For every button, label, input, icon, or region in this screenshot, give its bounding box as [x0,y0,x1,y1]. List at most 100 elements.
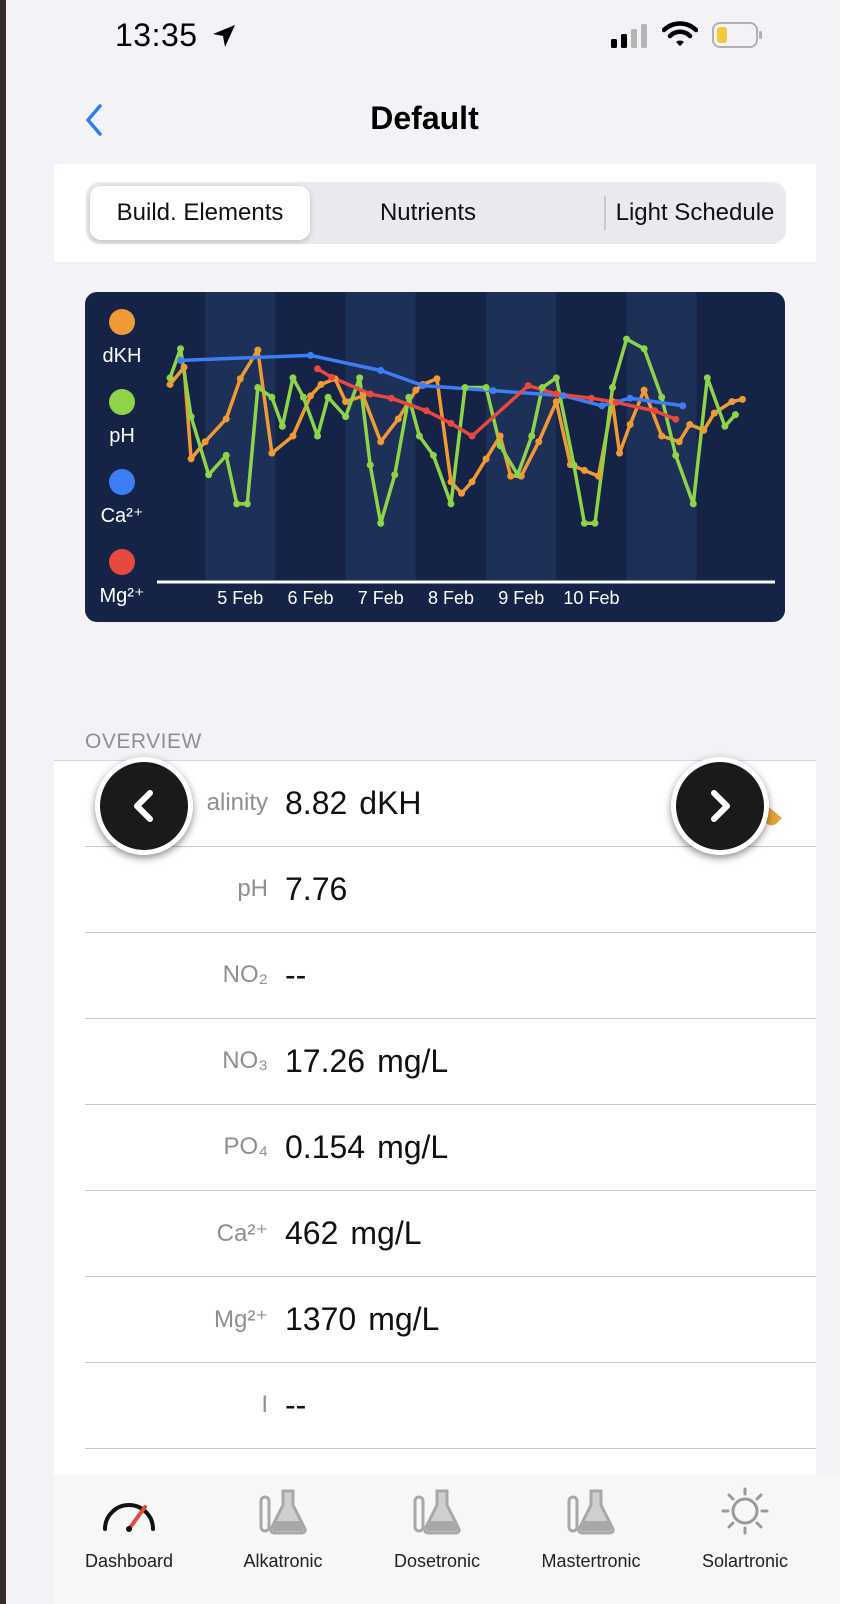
overview-section-label: OVERVIEW [85,730,202,753]
value-unit: mg/L [377,1043,449,1079]
data-point [433,375,441,383]
row-separator [85,846,816,847]
data-point [222,415,230,423]
data-point [342,413,350,421]
row-separator [85,1448,816,1449]
tab-label: Mastertronic [541,1551,641,1571]
data-point [626,394,634,402]
data-point [377,438,385,446]
data-point [679,402,687,410]
segment-divider [604,196,606,230]
data-point [233,500,241,508]
series-line [168,348,743,496]
chart-day-band [205,292,276,580]
data-point [359,392,367,400]
data-point [570,461,578,469]
row-separator [85,1018,816,1019]
data-point [447,419,455,427]
list-item-no3[interactable]: NO₃ 17.26 mg/L [54,1019,816,1105]
list-item-po4[interactable]: PO₄ 0.154 mg/L [54,1105,816,1191]
parameter-chart[interactable]: dKH pH Ca²⁺ Mg²⁺ 5 Feb 6 Feb 7 Feb 8 Feb 9 Feb 1… [85,292,785,622]
x-tick-label: 5 Feb [217,588,263,608]
row-value: 8.82 dKH [285,785,422,822]
x-tick-label: 6 Feb [287,588,333,608]
row-label: NO₃ [222,1047,268,1074]
data-point [415,432,423,440]
data-point [205,471,213,479]
data-point [594,472,602,480]
row-value: 0.154 mg/L [285,1129,448,1166]
row-label: pH [237,875,268,902]
segment-container: Build. Elements Nutrients Light Schedule [54,164,816,262]
list-item-magnesium[interactable]: Mg²⁺ 1370 mg/L [54,1277,816,1363]
tab-solartronic[interactable]: Solartronic [670,1475,820,1604]
segment-build-elements[interactable]: Build. Elements [90,186,310,240]
tab-dosetronic[interactable]: Dosetronic [362,1475,512,1604]
x-tick-label: 10 Feb [563,588,619,608]
list-item-alkalinity[interactable]: alinity 8.82 dKH [54,761,816,847]
tab-mastertronic[interactable]: Mastertronic [516,1475,666,1604]
data-point [201,438,209,446]
data-point [328,373,336,381]
data-point [447,478,455,486]
legend-swatch [109,309,135,335]
screen-edge [0,0,6,1604]
segment-nutrients[interactable]: Nutrients [379,199,477,226]
data-point [166,380,174,388]
data-point [524,382,532,390]
row-separator [85,1276,816,1277]
gauge-icon [103,1503,155,1532]
data-point [177,345,185,353]
sun-icon [721,1487,769,1535]
data-point [496,442,504,450]
data-point [289,432,297,440]
tab-dashboard[interactable]: Dashboard [54,1475,204,1604]
data-point [419,382,427,390]
data-point [686,421,694,429]
row-separator [85,1190,816,1191]
data-point [289,374,297,382]
data-point [377,519,385,527]
data-point [728,398,736,406]
data-point [552,374,560,382]
data-point [658,432,666,440]
row-value: -- [285,1387,318,1424]
chart-day-band [345,292,416,580]
value-number: 8.82 [285,785,348,821]
chart-day-band [415,292,487,580]
tab-bar: Dashboard Alkatronic Dosetronic [54,1475,840,1604]
data-point [468,478,476,486]
tab-alkatronic[interactable]: Alkatronic [208,1475,358,1604]
data-point [616,449,624,457]
data-point [598,402,606,410]
chevron-left-icon[interactable] [80,100,110,140]
data-point [626,421,634,429]
list-item-iodine[interactable]: I -- [54,1363,816,1449]
data-point [535,438,543,446]
page-title: Default [370,100,479,136]
list-item-no2[interactable]: NO₂ -- [54,933,816,1019]
previous-page-button[interactable] [95,757,193,855]
data-point [391,471,399,479]
legend-label: dKH [103,345,142,367]
chart-day-band [275,292,346,580]
row-value: 462 mg/L [285,1215,422,1252]
data-point [552,390,560,398]
data-point [496,432,504,440]
segment-light-schedule[interactable]: Light Schedule [615,199,775,226]
data-point [482,384,490,392]
list-item-calcium[interactable]: Ca²⁺ 462 mg/L [54,1191,816,1277]
data-point [591,519,599,527]
data-point [658,393,666,401]
legend-swatch [109,549,135,575]
x-tick-label: 9 Feb [498,588,544,608]
data-point [254,384,262,392]
legend-label: pH [109,425,135,447]
x-tick-label: 8 Feb [428,588,474,608]
data-point [447,500,455,508]
data-point [166,374,174,382]
chevron-left-icon [134,790,153,822]
data-point [458,489,466,497]
next-page-button[interactable] [671,757,769,855]
list-item-ph[interactable]: pH 7.76 [54,847,816,933]
